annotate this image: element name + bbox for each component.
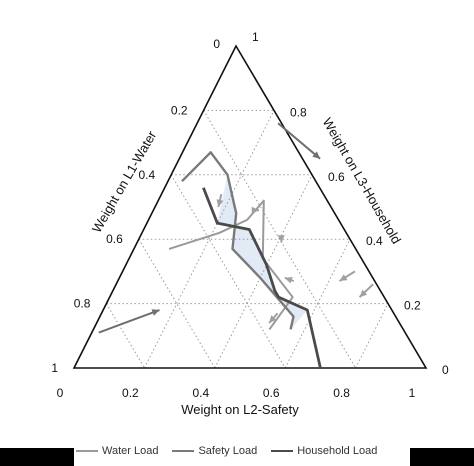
tick-label-safety: 0 [57, 386, 64, 400]
trajectory-arrow-head [359, 289, 368, 298]
trajectory-arrow-head [339, 274, 348, 282]
trajectory-arrow-head [216, 199, 224, 207]
tick-label-household: 0.6 [328, 170, 345, 184]
shaded-region [217, 174, 308, 330]
tick-label-safety: 0.6 [263, 386, 280, 400]
grid-line-household [105, 303, 145, 369]
tick-label-water: 0.8 [74, 297, 91, 311]
tick-label-household: 0.2 [404, 299, 421, 313]
series-line-safety-load [181, 151, 295, 330]
grid [105, 109, 389, 369]
shaded-area [217, 174, 308, 330]
trajectory-arrow-head [269, 315, 277, 323]
tick-label-household: 0 [442, 363, 449, 377]
tick-labels: 0 0.2 0.4 0.6 0.8 1 0 0.2 0.4 0.6 0.8 1 1 0.8 0.6 0.4 0.… [51, 30, 449, 400]
grid-line-household [138, 238, 216, 369]
trajectory-arrow-head [151, 309, 160, 316]
bottom-axis-label: Weight on L2-Safety [181, 402, 299, 417]
trajectory-arrow-head [312, 151, 321, 159]
grid-line-safety [284, 238, 351, 369]
legend-item-household: Household Load [271, 445, 377, 457]
grid-line-household [170, 174, 286, 369]
tick-label-water: 0.4 [139, 168, 156, 182]
legend-swatch-safety [172, 450, 195, 452]
tick-label-water: 0.2 [171, 103, 188, 117]
trajectory-arrow-shaft [98, 309, 160, 334]
legend-item-safety: Safety Load [172, 445, 257, 457]
tick-label-water: 0 [213, 37, 220, 51]
series-line-water-load [168, 199, 294, 330]
footer-bar-left [0, 448, 74, 466]
legend: Water Load Safety Load Household Load [76, 440, 406, 462]
trajectory-arrow-head [277, 235, 285, 243]
footer-bar-right [410, 448, 474, 466]
series-lines [168, 151, 322, 369]
grid-line-safety [214, 174, 313, 369]
tick-label-safety: 1 [409, 386, 416, 400]
legend-swatch-household [271, 450, 294, 452]
legend-item-water: Water Load [76, 445, 158, 457]
tick-label-safety: 0.2 [122, 386, 139, 400]
tick-label-household: 0.8 [290, 105, 307, 119]
tick-label-household: 0.4 [366, 234, 383, 248]
tick-label-safety: 0.4 [192, 386, 209, 400]
legend-label-household: Household Load [297, 445, 378, 457]
trajectory-arrow-head [284, 277, 293, 284]
grid-line-safety [143, 110, 275, 369]
tick-label-water: 1 [51, 361, 58, 375]
triangle-frame [72, 44, 428, 369]
trajectory-arrow-head [251, 206, 259, 214]
series-line-household-load [202, 187, 322, 369]
grid-line-safety [355, 303, 389, 369]
legend-label-water: Water Load [102, 445, 159, 457]
legend-swatch-water [76, 450, 98, 452]
trajectory-arrow-shaft [277, 122, 321, 160]
triangle-outline [72, 44, 428, 369]
tick-label-water: 0.6 [106, 232, 123, 246]
tick-label-household: 1 [252, 30, 259, 44]
trajectory-arrows [98, 122, 374, 334]
grid-line-household [203, 110, 357, 369]
legend-label-safety: Safety Load [198, 445, 258, 457]
tick-label-safety: 0.8 [333, 386, 350, 400]
